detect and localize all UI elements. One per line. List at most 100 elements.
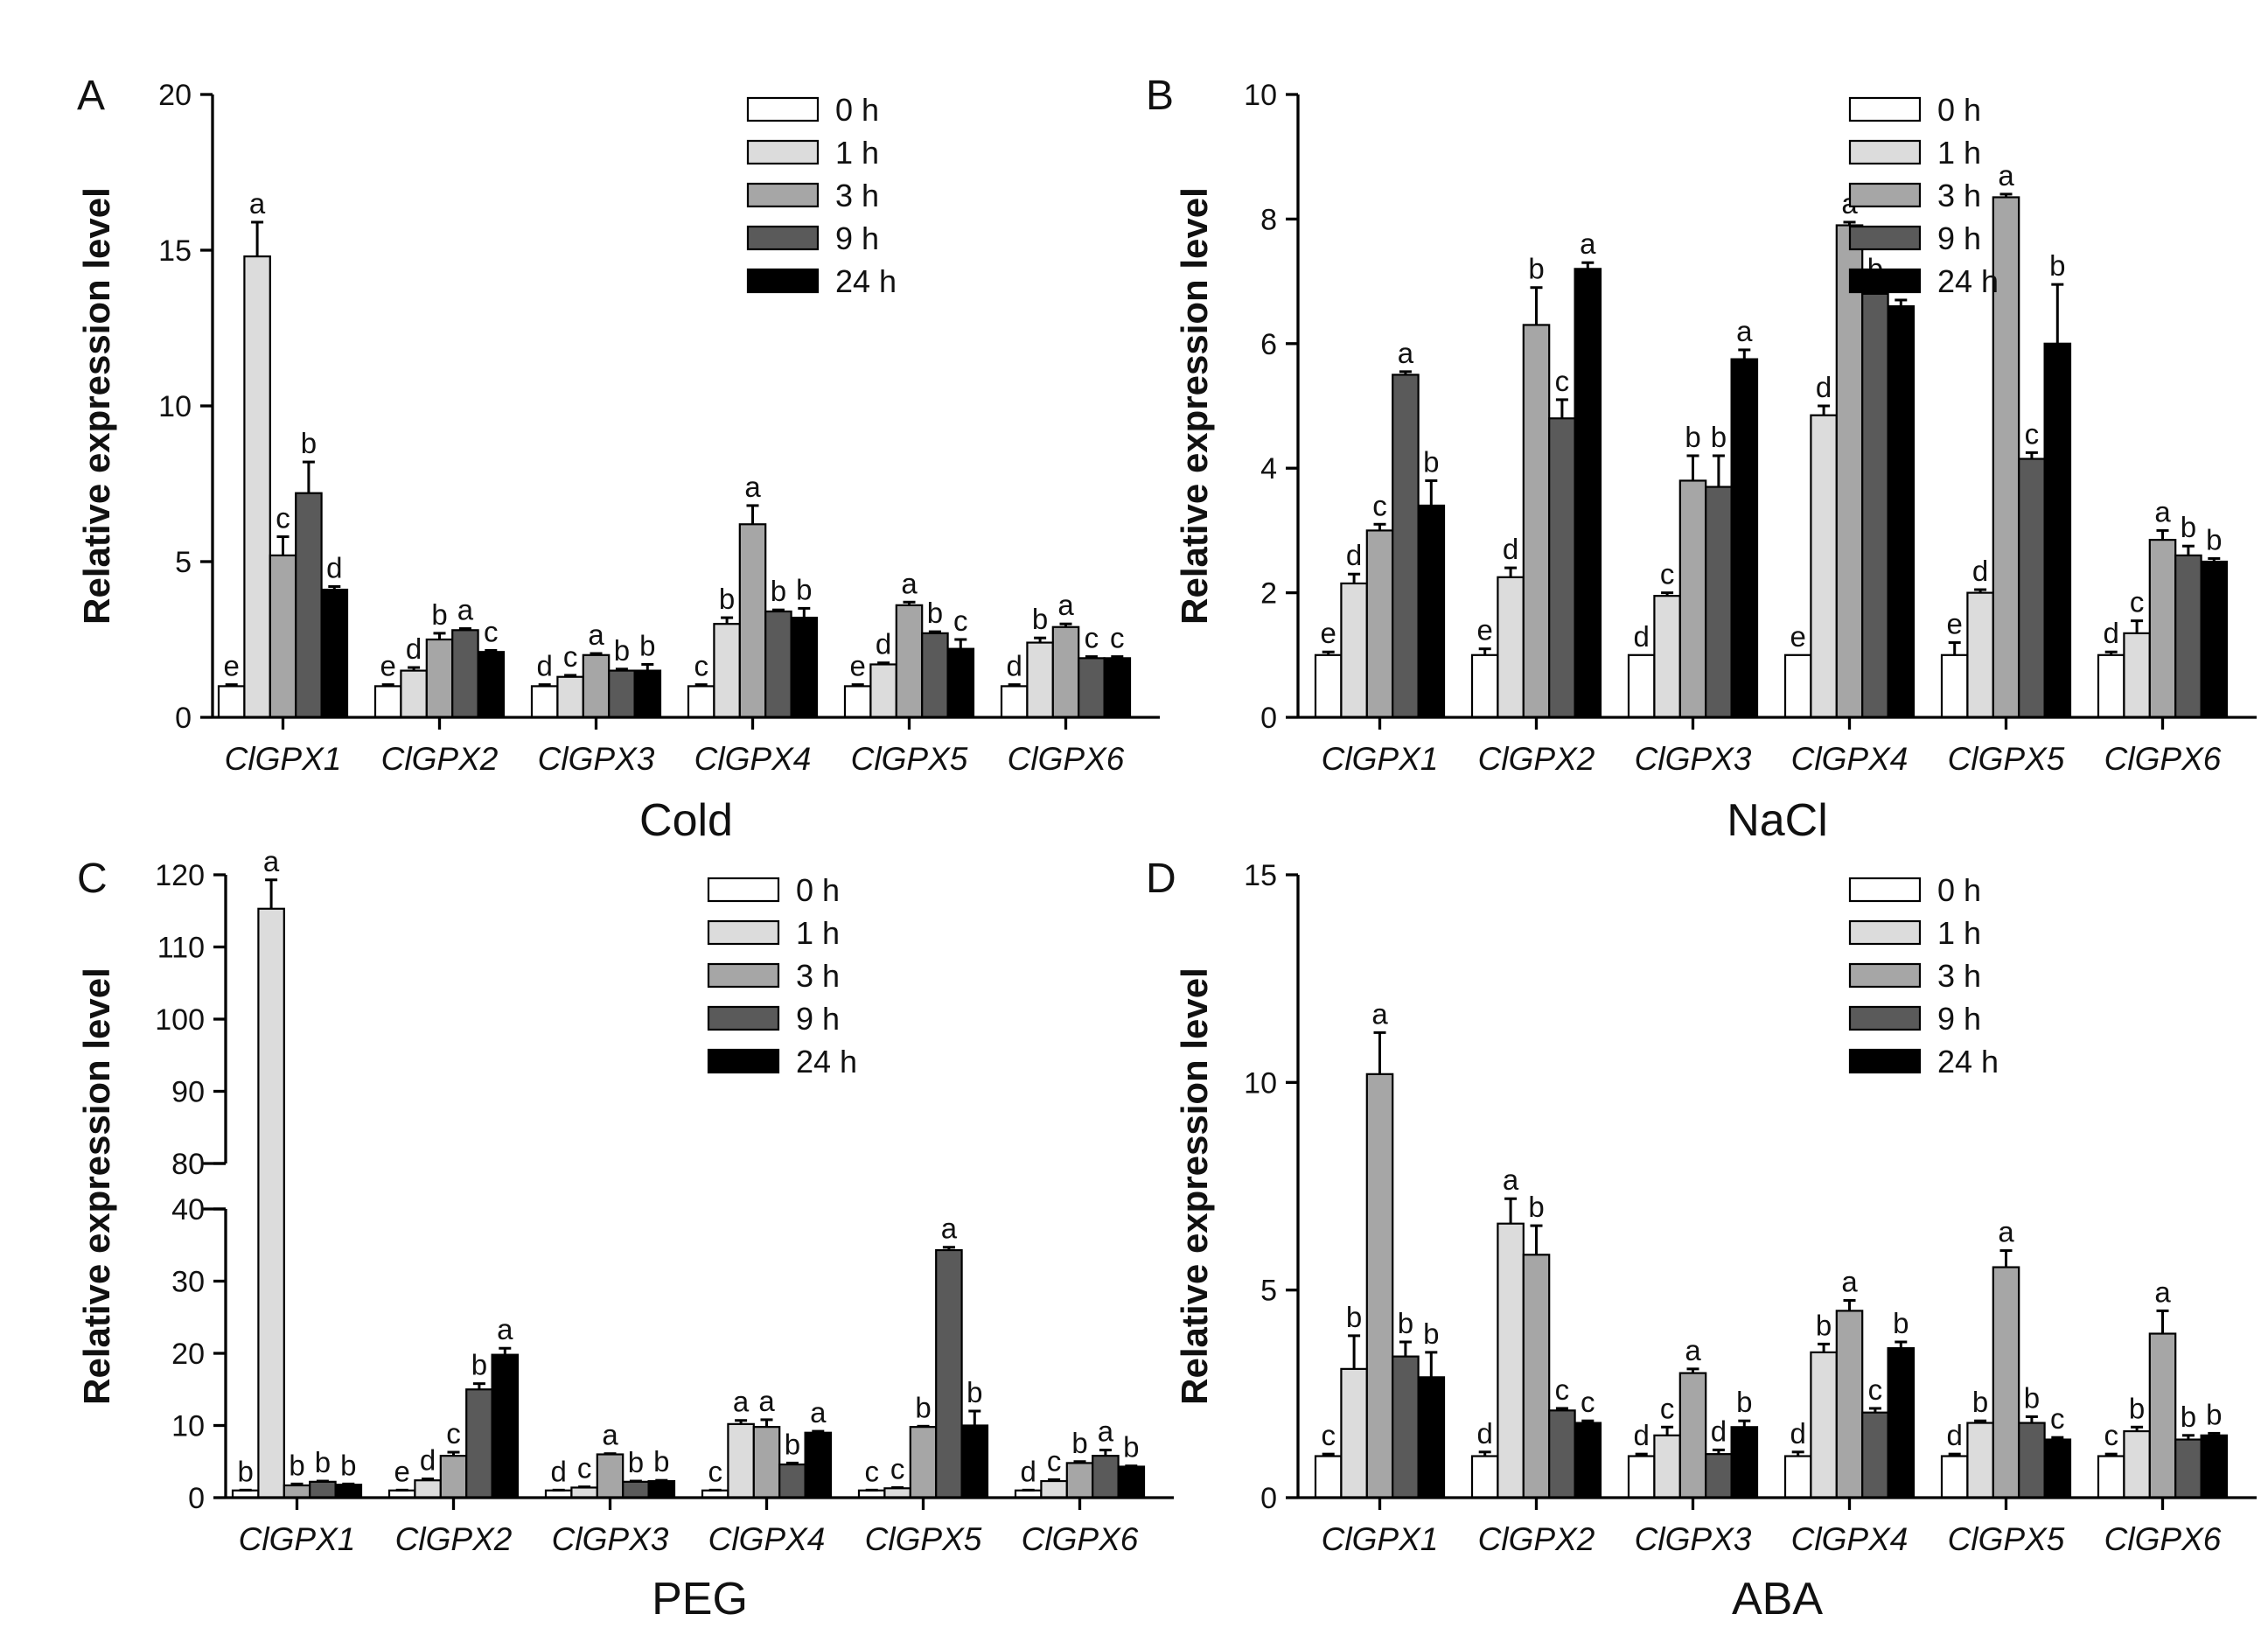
x-category-label: ClGPX4 [1791, 741, 1909, 777]
significance-letter: b [315, 1446, 331, 1478]
bar [1040, 1479, 1068, 1499]
y-tick-label: 0 [188, 1482, 205, 1515]
significance-letter: d [1007, 650, 1022, 682]
significance-letter: b [340, 1449, 356, 1481]
significance-letter: b [796, 573, 812, 605]
y-tick-label: 15 [158, 234, 192, 268]
y-tick-label: 110 [157, 932, 205, 965]
significance-letter: a [263, 845, 280, 877]
significance-letter: a [1098, 1415, 1114, 1448]
significance-letter: e [1321, 617, 1336, 649]
bar [2097, 653, 2125, 719]
legend-swatch [1848, 96, 1922, 122]
y-axis-label: Relative expression level [76, 187, 117, 625]
bar [1392, 374, 1420, 719]
x-category-label: ClGPX3 [538, 741, 655, 777]
significance-letter: e [380, 650, 396, 682]
significance-letter: d [420, 1444, 436, 1477]
y-axis-label: Relative expression level [76, 968, 117, 1405]
bar [1117, 1465, 1146, 1499]
bar [895, 604, 924, 719]
significance-letter: b [614, 634, 630, 667]
bar [1678, 479, 1707, 719]
bar [1783, 653, 1812, 719]
significance-letter: d [1634, 620, 1650, 653]
significance-letter: b [1972, 1386, 1988, 1418]
legend-swatch [1848, 225, 1922, 251]
x-category-label: ClGPX1 [1322, 1521, 1439, 1557]
significance-letter: c [1110, 622, 1125, 654]
x-axis-title: NaCl [1727, 795, 1828, 846]
bar [439, 1455, 468, 1499]
significance-letter: a [588, 618, 604, 651]
bar [869, 663, 897, 719]
x-category-label: ClGPX4 [708, 1521, 826, 1557]
bar [1314, 1455, 1343, 1499]
legend-label: 3 h [1937, 178, 1981, 213]
bar [1365, 529, 1394, 719]
y-tick-label: 20 [158, 79, 192, 112]
bar [713, 623, 741, 719]
x-axis-title: Cold [639, 795, 733, 846]
bar [1940, 1455, 1969, 1499]
significance-letter: c [1868, 1373, 1883, 1406]
legend-swatch [1848, 139, 1922, 165]
bar [530, 685, 559, 719]
bar [1092, 1455, 1120, 1499]
significance-letter: c [1660, 1392, 1675, 1424]
significance-letter: a [810, 1396, 827, 1429]
bar [2174, 554, 2202, 719]
bar [2174, 1438, 2202, 1499]
bar [414, 1479, 442, 1499]
legend-swatch [746, 225, 820, 251]
significance-letter: a [497, 1313, 513, 1345]
bar [960, 1424, 989, 1499]
significance-letter: d [1816, 371, 1832, 403]
significance-letter: c [276, 502, 290, 535]
bar [790, 616, 819, 719]
bar [2018, 1422, 2046, 1499]
significance-letter: b [431, 598, 447, 631]
significance-letter: d [876, 628, 891, 660]
y-tick-label: 10 [1244, 79, 1277, 112]
bar [400, 669, 428, 719]
significance-letter: d [1503, 533, 1518, 565]
bar [1470, 1455, 1499, 1499]
bar [1392, 1355, 1420, 1499]
bar [243, 255, 271, 719]
significance-letter: a [941, 1212, 958, 1245]
bar [373, 685, 402, 719]
significance-letter: b [1346, 1301, 1362, 1333]
significance-letter: b [1528, 253, 1544, 285]
legend-swatch [1848, 268, 1922, 294]
bar [1835, 224, 1864, 719]
bar [1835, 1310, 1864, 1499]
x-category-label: ClGPX5 [1948, 741, 2065, 777]
bar [425, 638, 454, 719]
significance-letter: b [1816, 1309, 1832, 1341]
significance-letter: c [1085, 622, 1099, 654]
legend-swatch [707, 919, 780, 946]
significance-letter: b [653, 1445, 669, 1478]
significance-letter: b [301, 427, 317, 459]
bar [946, 647, 975, 719]
x-category-label: ClGPX2 [1478, 1521, 1595, 1557]
y-tick-label: 0 [1260, 1482, 1277, 1515]
bar [309, 1480, 337, 1499]
legend-label: 9 h [1937, 1001, 1981, 1037]
bar [1861, 292, 1889, 719]
bar [2123, 632, 2151, 719]
bar [1417, 504, 1446, 719]
significance-letter: c [708, 1455, 722, 1487]
x-axis-title: ABA [1732, 1574, 1823, 1625]
significance-letter: d [1711, 1415, 1727, 1447]
significance-letter: a [457, 594, 474, 626]
bar [1365, 1073, 1394, 1499]
y-tick-label: 8 [1260, 203, 1277, 236]
significance-letter: b [1071, 1427, 1087, 1459]
significance-letter: d [1021, 1455, 1036, 1487]
significance-letter: b [2181, 511, 2196, 543]
bar [633, 669, 662, 719]
y-axis-label: Relative expression level [1174, 968, 1215, 1405]
y-axis-label: Relative expression level [1174, 187, 1215, 625]
